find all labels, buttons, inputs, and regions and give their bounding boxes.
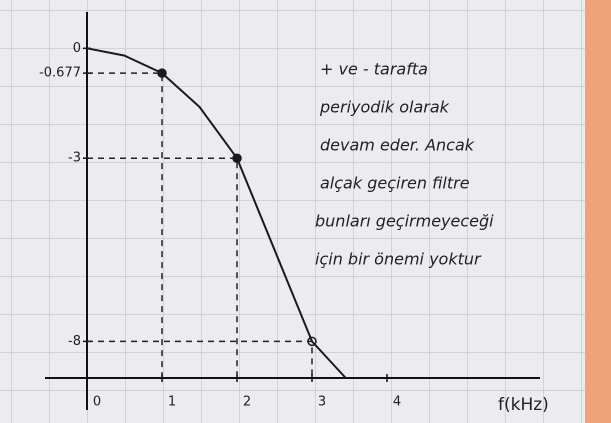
annotation-line: periyodik olarak [319, 98, 450, 117]
y-tick-label: -8 [68, 334, 81, 349]
x-tick-label: 1 [168, 395, 176, 410]
point [158, 69, 166, 77]
chart: f(kHz) + ve - tarafta periyodik olarak dev… [0, 0, 611, 423]
y-tick-label: -3 [68, 151, 81, 166]
page: f(kHz) + ve - tarafta periyodik olarak dev… [0, 0, 611, 423]
annotation-line: + ve - tarafta [320, 60, 428, 79]
annotation-line: alçak geçiren filtre [320, 174, 470, 193]
x-axis-label: f(kHz) [498, 395, 549, 415]
point [233, 154, 241, 162]
annotation-line: bunları geçirmeyeceği [315, 212, 494, 231]
x-tick-label: 3 [318, 395, 326, 410]
paper-edge [585, 0, 611, 423]
x-tick-label: 4 [393, 395, 401, 410]
x-tick-label: 0 [93, 395, 101, 410]
y-tick-label: -0.677 [39, 66, 81, 81]
paper-grid [0, 0, 611, 423]
annotation-line: devam eder. Ancak [320, 136, 475, 155]
x-tick-label: 2 [243, 395, 251, 410]
annotation-line: için bir önemi yoktur [315, 250, 482, 269]
y-tick-label: 0 [73, 41, 81, 56]
